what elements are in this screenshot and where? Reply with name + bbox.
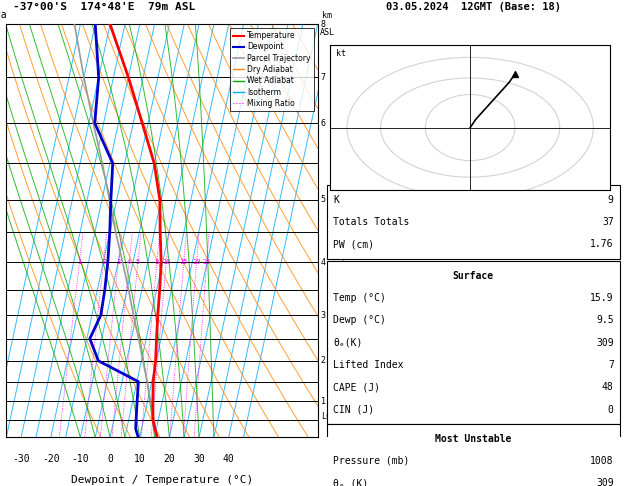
- Text: 03.05.2024  12GMT (Base: 18): 03.05.2024 12GMT (Base: 18): [386, 2, 561, 12]
- Text: 20: 20: [164, 454, 175, 464]
- Text: Lifted Index: Lifted Index: [333, 360, 403, 370]
- Text: 0: 0: [608, 404, 614, 415]
- Text: Most Unstable: Most Unstable: [435, 434, 511, 444]
- Text: 9.5: 9.5: [596, 315, 614, 325]
- Text: 25: 25: [203, 259, 211, 265]
- Text: 4: 4: [321, 258, 326, 267]
- Text: -37°00'S  174°48'E  79m ASL: -37°00'S 174°48'E 79m ASL: [13, 2, 195, 12]
- FancyBboxPatch shape: [327, 261, 620, 424]
- Text: θₑ(K): θₑ(K): [333, 338, 362, 347]
- Text: 30: 30: [193, 454, 205, 464]
- Text: km: km: [322, 11, 332, 20]
- Text: 7: 7: [608, 360, 614, 370]
- Text: 10: 10: [162, 259, 170, 265]
- Text: 1008: 1008: [590, 456, 614, 466]
- Text: 20: 20: [192, 259, 201, 265]
- Text: 309: 309: [596, 478, 614, 486]
- Text: 2: 2: [101, 259, 106, 265]
- Text: K: K: [333, 195, 339, 205]
- Text: Dewp (°C): Dewp (°C): [333, 315, 386, 325]
- Text: Totals Totals: Totals Totals: [333, 217, 409, 227]
- Text: CIN (J): CIN (J): [333, 404, 374, 415]
- Text: 309: 309: [596, 338, 614, 347]
- Text: -10: -10: [72, 454, 89, 464]
- Text: Dewpoint / Temperature (°C): Dewpoint / Temperature (°C): [71, 474, 253, 485]
- Text: 5: 5: [136, 259, 140, 265]
- Text: 3: 3: [321, 311, 326, 319]
- Text: 7: 7: [321, 73, 326, 82]
- Text: Mixing Ratio (g/kg): Mixing Ratio (g/kg): [338, 183, 347, 278]
- Text: 1: 1: [77, 259, 82, 265]
- Text: 0: 0: [107, 454, 113, 464]
- Text: 15.9: 15.9: [590, 293, 614, 303]
- Text: ASL: ASL: [320, 28, 335, 37]
- Text: Pressure (mb): Pressure (mb): [333, 456, 409, 466]
- Text: 6: 6: [321, 119, 326, 127]
- FancyBboxPatch shape: [327, 185, 620, 259]
- Text: hPa: hPa: [0, 10, 7, 20]
- Text: 8: 8: [155, 259, 159, 265]
- Text: 2: 2: [321, 356, 326, 365]
- Text: 8: 8: [321, 20, 326, 29]
- Text: 1.76: 1.76: [590, 240, 614, 249]
- Text: -30: -30: [13, 454, 30, 464]
- Text: 1: 1: [321, 397, 326, 406]
- Text: 5: 5: [321, 195, 326, 204]
- Text: Surface: Surface: [453, 271, 494, 281]
- Text: Temp (°C): Temp (°C): [333, 293, 386, 303]
- Text: 4: 4: [127, 259, 131, 265]
- Text: LCL: LCL: [321, 412, 336, 421]
- Text: PW (cm): PW (cm): [333, 240, 374, 249]
- Text: 40: 40: [223, 454, 235, 464]
- FancyBboxPatch shape: [327, 424, 620, 486]
- Text: θₑ (K): θₑ (K): [333, 478, 368, 486]
- Text: CAPE (J): CAPE (J): [333, 382, 380, 392]
- Text: 10: 10: [134, 454, 145, 464]
- Text: 15: 15: [179, 259, 188, 265]
- Text: -20: -20: [42, 454, 60, 464]
- Text: 9: 9: [608, 195, 614, 205]
- Text: 37: 37: [602, 217, 614, 227]
- Text: 3: 3: [116, 259, 120, 265]
- Text: kt: kt: [336, 49, 346, 58]
- Text: 48: 48: [602, 382, 614, 392]
- Legend: Temperature, Dewpoint, Parcel Trajectory, Dry Adiabat, Wet Adiabat, Isotherm, Mi: Temperature, Dewpoint, Parcel Trajectory…: [230, 28, 314, 111]
